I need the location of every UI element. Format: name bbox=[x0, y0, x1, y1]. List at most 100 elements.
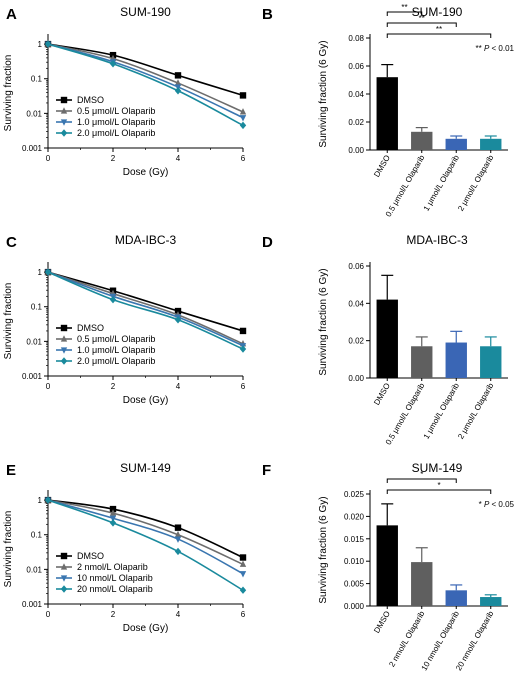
p-value-prefix: * bbox=[479, 500, 484, 509]
data-point bbox=[239, 560, 247, 567]
data-point bbox=[44, 268, 52, 276]
legend-item: 20 nmol/L Olaparib bbox=[56, 584, 153, 594]
panel-title: MDA-IBC-3 bbox=[406, 233, 468, 247]
legend-marker bbox=[60, 129, 68, 137]
x-tick-label: 20 nmol/L Olaparib bbox=[454, 609, 496, 672]
bar bbox=[376, 299, 398, 378]
panel-e: E SUM-149 0.001 0.01 0.1 1 0 2 4 6 Dose (Gy) Surviv… bbox=[3, 461, 247, 634]
x-tick-label: 0 bbox=[46, 382, 51, 391]
x-tick-label: 4 bbox=[176, 610, 181, 619]
data-point bbox=[109, 60, 117, 68]
significance-label: ** bbox=[436, 25, 442, 34]
y-axis-label: Surviving fraction bbox=[3, 511, 14, 588]
y-axis-label: Surviving fraction (6 Gy) bbox=[318, 268, 329, 375]
series-line bbox=[47, 271, 244, 347]
series-line bbox=[47, 499, 244, 559]
p-value-threshold: < 0.05 bbox=[489, 500, 514, 509]
y-tick-label: 0.005 bbox=[344, 580, 365, 589]
bracket-line bbox=[386, 478, 457, 483]
series-line bbox=[47, 499, 244, 575]
data-point bbox=[109, 295, 117, 304]
x-tick-label: 0 bbox=[46, 610, 51, 619]
data-point bbox=[109, 519, 117, 527]
x-tick-label: 1 μmol/L Olaparib bbox=[422, 153, 462, 213]
panel-title: SUM-190 bbox=[412, 5, 463, 19]
legend-label: 0.5 μmol/L Olaparib bbox=[77, 106, 155, 116]
panel-label: B bbox=[262, 6, 273, 23]
panel-a: A SUM-190 0.001 0.01 0.1 1 0 2 4 6 Dose (Gy) Surviv… bbox=[3, 5, 247, 178]
legend-marker bbox=[60, 119, 68, 126]
panel-title: SUM-190 bbox=[120, 5, 171, 19]
y-tick-label: 0.000 bbox=[344, 602, 365, 611]
x-tick-label: DMSO bbox=[372, 382, 392, 407]
legend-label: 0.5 μmol/L Olaparib bbox=[77, 334, 155, 344]
p-value-note: * P < 0.05 bbox=[479, 500, 515, 509]
x-tick-label: 4 bbox=[176, 382, 181, 391]
legend-item: DMSO bbox=[56, 323, 104, 333]
panel-label: A bbox=[6, 6, 17, 23]
legend-marker bbox=[60, 347, 68, 354]
data-point bbox=[44, 496, 52, 504]
data-point bbox=[174, 547, 182, 556]
y-tick-label: 0.010 bbox=[344, 557, 365, 566]
x-tick-label: 1 μmol/L Olaparib bbox=[422, 381, 462, 441]
data-point bbox=[109, 505, 117, 513]
bar-group: DMSO bbox=[372, 503, 398, 635]
legend-marker bbox=[60, 335, 68, 342]
legend-marker bbox=[60, 107, 68, 114]
significance-bracket: * bbox=[386, 481, 492, 494]
series-4 bbox=[44, 40, 247, 130]
p-value-symbol: P bbox=[484, 500, 490, 509]
data-point bbox=[239, 571, 247, 578]
data-point bbox=[239, 345, 247, 353]
series-line bbox=[47, 43, 244, 97]
x-tick-label: 0.5 μmol/L Olaparib bbox=[384, 381, 427, 446]
data-point bbox=[109, 515, 117, 523]
bar bbox=[411, 131, 433, 150]
panel-b: B SUM-190 0.00 0.02 0.04 0.06 0.08 Surviving fr… bbox=[262, 3, 515, 218]
panel-title: MDA-IBC-3 bbox=[115, 233, 177, 247]
data-point bbox=[174, 79, 182, 86]
bar bbox=[411, 562, 433, 606]
p-value-prefix: ** bbox=[476, 44, 484, 53]
series-3 bbox=[44, 497, 247, 578]
data-point bbox=[174, 524, 182, 531]
y-tick-label: 0.001 bbox=[22, 144, 43, 153]
legend-marker bbox=[60, 575, 68, 582]
data-point bbox=[239, 108, 247, 115]
x-axis-label: Dose (Gy) bbox=[123, 623, 169, 634]
y-tick-label: 0.06 bbox=[348, 262, 364, 271]
legend-label: 1.0 μmol/L Olaparib bbox=[77, 117, 155, 127]
significance-bracket: ** bbox=[386, 3, 423, 16]
series-line bbox=[47, 271, 244, 345]
legend-item: 2 nmol/L Olaparib bbox=[56, 562, 148, 572]
y-tick-label: 0.015 bbox=[344, 535, 365, 544]
series-4 bbox=[44, 268, 247, 353]
x-axis-label: Dose (Gy) bbox=[123, 167, 169, 178]
data-point bbox=[44, 40, 52, 48]
bar bbox=[376, 77, 398, 150]
significance-bracket: ** bbox=[386, 25, 492, 38]
x-tick-label: 4 bbox=[176, 154, 181, 163]
data-point bbox=[174, 316, 182, 324]
data-point bbox=[239, 121, 247, 130]
legend-label: DMSO bbox=[77, 95, 104, 105]
panel-title: SUM-149 bbox=[412, 461, 463, 475]
x-tick-label: 6 bbox=[241, 610, 246, 619]
data-point bbox=[239, 115, 247, 122]
y-tick-label: 0.1 bbox=[31, 531, 43, 540]
legend-marker bbox=[60, 552, 68, 560]
p-value-symbol: P bbox=[484, 44, 490, 53]
data-point bbox=[239, 554, 247, 561]
panel-f: F SUM-149 0.000 0.005 0.010 0.015 0.020 0.025 Su… bbox=[262, 461, 515, 672]
bar-group: DMSO bbox=[372, 274, 398, 407]
legend-label: 2.0 μmol/L Olaparib bbox=[77, 356, 155, 366]
panel-label: C bbox=[6, 234, 17, 251]
legend-item: DMSO bbox=[56, 95, 104, 105]
series-line bbox=[47, 271, 244, 350]
data-point bbox=[174, 536, 182, 543]
x-axis-label: Dose (Gy) bbox=[123, 395, 169, 406]
series-4 bbox=[44, 496, 247, 594]
x-tick-label: 2 nmol/L Olaparib bbox=[387, 609, 426, 668]
legend-label: 2 nmol/L Olaparib bbox=[77, 562, 148, 572]
